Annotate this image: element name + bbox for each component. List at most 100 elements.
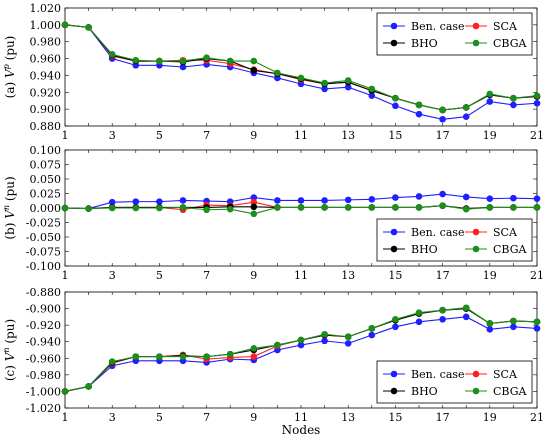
x-tick-label: 1: [62, 129, 69, 142]
legend-label: BHO: [411, 385, 438, 398]
data-point: [250, 353, 258, 360]
x-tick-label: 9: [250, 269, 257, 282]
data-point: [250, 210, 258, 218]
data-point: [486, 204, 494, 211]
x-tick-label: 13: [341, 269, 355, 282]
y-tick-label: 0.900: [30, 103, 62, 116]
y-tick-label: 1.020: [30, 2, 62, 15]
y-tick-label: -0.940: [26, 336, 61, 349]
panel-a: 0.880 0.900 0.920 0.940 0.960 0.980 1.000 1.020…: [2, 2, 544, 142]
data-point: [297, 341, 305, 349]
legend-marker: [472, 370, 480, 378]
data-point: [85, 24, 92, 31]
y-tick-label: 0.075: [30, 159, 62, 172]
data-point: [392, 204, 399, 211]
legend-label: SCA: [493, 226, 518, 239]
data-point: [392, 94, 399, 102]
y-tick-label: -0.050: [26, 231, 61, 244]
data-point: [108, 358, 116, 365]
data-point: [132, 56, 140, 64]
y-tick-label: 0.960: [30, 53, 62, 66]
y-tick-label: 0.000: [30, 202, 62, 215]
data-point: [392, 316, 399, 323]
data-point: [297, 74, 305, 82]
data-point: [203, 206, 210, 214]
data-point: [486, 90, 494, 98]
data-point: [439, 306, 446, 314]
data-point: [321, 204, 328, 211]
data-point: [132, 198, 140, 205]
data-point: [510, 94, 517, 102]
data-point: [533, 195, 541, 203]
data-point: [368, 204, 376, 211]
data-point: [321, 197, 328, 204]
x-tick-label: 9: [250, 411, 257, 424]
legend-label: CBGA: [493, 243, 527, 256]
data-point: [510, 323, 517, 331]
x-tick-label: 5: [156, 411, 163, 424]
data-point: [226, 57, 234, 65]
data-point: [533, 99, 541, 107]
data-point: [415, 318, 423, 326]
legend-marker: [472, 39, 480, 47]
data-point: [486, 195, 494, 203]
data-point: [415, 309, 423, 317]
x-tick-label: 3: [109, 269, 116, 282]
data-point: [533, 92, 541, 99]
legend-marker: [472, 245, 480, 253]
legend-marker: [390, 22, 398, 30]
data-point: [85, 383, 92, 390]
data-point: [132, 353, 140, 360]
x-tick-label: 1: [62, 411, 69, 424]
data-point: [439, 190, 446, 198]
x-tick-label: 7: [203, 411, 210, 424]
y-tick-label: -0.960: [26, 352, 61, 365]
y-tick-label: 0.025: [30, 188, 62, 201]
data-point: [250, 67, 258, 74]
data-point: [510, 204, 517, 211]
panel-b: -0.100-0.075-0.050-0.0250.0000.0250.0500…: [2, 144, 544, 282]
y-tick-label: 0.980: [30, 36, 62, 49]
x-tick-label: 13: [341, 411, 355, 424]
data-point: [486, 320, 494, 327]
y-tick-label: -0.980: [26, 369, 61, 382]
legend-label: Ben. case: [411, 20, 465, 33]
data-point: [250, 345, 258, 352]
y-tick-label: 0.050: [30, 173, 62, 186]
y-tick-label: 0.100: [30, 144, 62, 157]
data-point: [61, 388, 69, 395]
data-point: [108, 204, 116, 212]
x-tick-label: 7: [203, 129, 210, 142]
data-point: [297, 197, 305, 204]
data-point: [179, 197, 187, 204]
x-tick-label: 5: [156, 129, 163, 142]
x-tick-label: 13: [341, 129, 355, 142]
data-point: [274, 69, 281, 77]
data-point: [156, 204, 163, 212]
data-point: [179, 353, 187, 360]
x-tick-label: 15: [388, 411, 402, 424]
data-point: [61, 21, 69, 29]
legend-marker: [390, 39, 398, 47]
data-point: [297, 336, 305, 344]
legend-marker: [390, 370, 398, 378]
x-tick-label: 11: [294, 269, 308, 282]
data-point: [415, 110, 423, 118]
legend-box: [376, 12, 533, 56]
data-point: [415, 101, 423, 109]
data-point: [392, 102, 399, 110]
y-tick-label: 0.920: [30, 86, 62, 99]
x-tick-label: 7: [203, 269, 210, 282]
data-point: [226, 205, 234, 213]
data-point: [462, 313, 470, 321]
data-point: [179, 63, 187, 71]
data-point: [368, 85, 376, 93]
legend-marker: [390, 387, 398, 395]
data-point: [108, 51, 116, 58]
data-point: [415, 204, 423, 211]
data-point: [156, 353, 163, 360]
data-point: [321, 85, 328, 93]
data-point: [132, 204, 140, 212]
legend-marker: [390, 228, 398, 236]
